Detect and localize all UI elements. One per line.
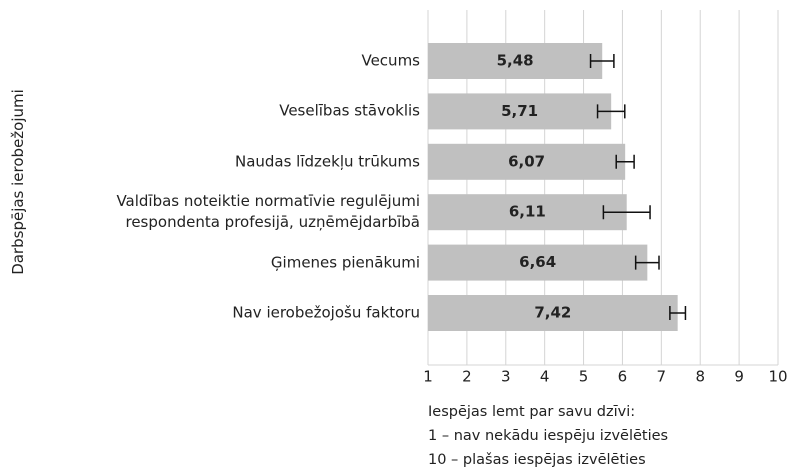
value-label: 5,48 (497, 52, 534, 70)
error-bar (589, 54, 615, 68)
y-axis-label: Darbspējas ierobežojumi (9, 89, 27, 275)
error-bar (602, 205, 651, 220)
value-label: 6,64 (519, 253, 556, 271)
x-axis-label: Iespējas lemt par savu dzīvi: 1 – nav ne… (428, 404, 669, 468)
error-bar (596, 104, 626, 119)
y-tick-label: Nav ierobežojošu faktoru (232, 303, 420, 322)
error-bar (634, 255, 660, 270)
x-tick-label: 1 (423, 368, 433, 386)
bar (428, 194, 627, 231)
y-tick-label: Vecums (361, 51, 420, 70)
y-tick-label: Ģimenes pienākumi (270, 253, 420, 272)
x-tick-label: 9 (734, 368, 744, 386)
bar (428, 295, 678, 331)
x-tick-label: 2 (462, 368, 472, 386)
x-tick-label: 8 (695, 368, 705, 386)
y-tick-label: Valdības noteiktie normatīvie regulējumi… (116, 192, 420, 232)
value-label: 5,71 (501, 102, 538, 120)
x-tick-label: 7 (657, 368, 667, 386)
value-label: 6,11 (509, 203, 546, 221)
value-label: 7,42 (534, 304, 571, 322)
x-tick-label: 4 (540, 368, 550, 386)
bar (428, 43, 603, 79)
x-tick-label: 3 (501, 368, 511, 386)
bar (428, 93, 612, 130)
x-tick-label: 5 (579, 368, 589, 386)
error-bar (669, 306, 687, 320)
y-tick-label: Naudas līdzekļu trūkums (234, 152, 420, 171)
error-bar (615, 154, 635, 169)
bar (428, 143, 626, 180)
x-tick-label: 6 (618, 368, 628, 386)
value-label: 6,07 (508, 152, 545, 170)
bar (428, 244, 648, 281)
x-tick-label: 10 (768, 368, 787, 386)
y-tick-label: Veselības stāvoklis (279, 101, 420, 120)
